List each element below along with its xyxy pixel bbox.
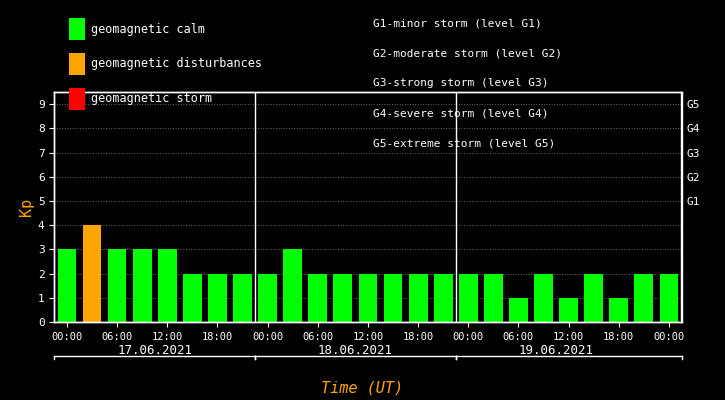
Text: G5-extreme storm (level G5): G5-extreme storm (level G5) — [373, 138, 555, 148]
Bar — [233, 274, 252, 322]
Text: 17.06.2021: 17.06.2021 — [117, 344, 192, 357]
Bar — [359, 274, 377, 322]
Bar — [108, 249, 126, 322]
Y-axis label: Kp: Kp — [19, 198, 34, 216]
Bar — [133, 249, 152, 322]
Bar — [208, 274, 227, 322]
Bar — [158, 249, 177, 322]
Text: G4-severe storm (level G4): G4-severe storm (level G4) — [373, 108, 549, 118]
Bar — [610, 298, 628, 322]
Bar — [484, 274, 502, 322]
Text: G3-strong storm (level G3): G3-strong storm (level G3) — [373, 78, 549, 88]
Text: 19.06.2021: 19.06.2021 — [518, 344, 594, 357]
Bar — [660, 274, 679, 322]
Text: 18.06.2021: 18.06.2021 — [318, 344, 393, 357]
Bar — [509, 298, 528, 322]
Bar — [334, 274, 352, 322]
Bar — [534, 274, 553, 322]
Text: geomagnetic calm: geomagnetic calm — [91, 22, 204, 36]
Bar — [57, 249, 76, 322]
Bar — [634, 274, 653, 322]
Bar — [409, 274, 428, 322]
Bar — [584, 274, 603, 322]
Bar — [258, 274, 277, 322]
Bar — [384, 274, 402, 322]
Bar — [559, 298, 578, 322]
Text: geomagnetic disturbances: geomagnetic disturbances — [91, 57, 262, 70]
Bar — [459, 274, 478, 322]
Text: G2-moderate storm (level G2): G2-moderate storm (level G2) — [373, 48, 563, 58]
Text: Time (UT): Time (UT) — [321, 380, 404, 395]
Bar — [283, 249, 302, 322]
Bar — [308, 274, 327, 322]
Bar — [83, 225, 102, 322]
Bar — [434, 274, 452, 322]
Bar — [183, 274, 202, 322]
Text: geomagnetic storm: geomagnetic storm — [91, 92, 212, 105]
Text: G1-minor storm (level G1): G1-minor storm (level G1) — [373, 18, 542, 28]
